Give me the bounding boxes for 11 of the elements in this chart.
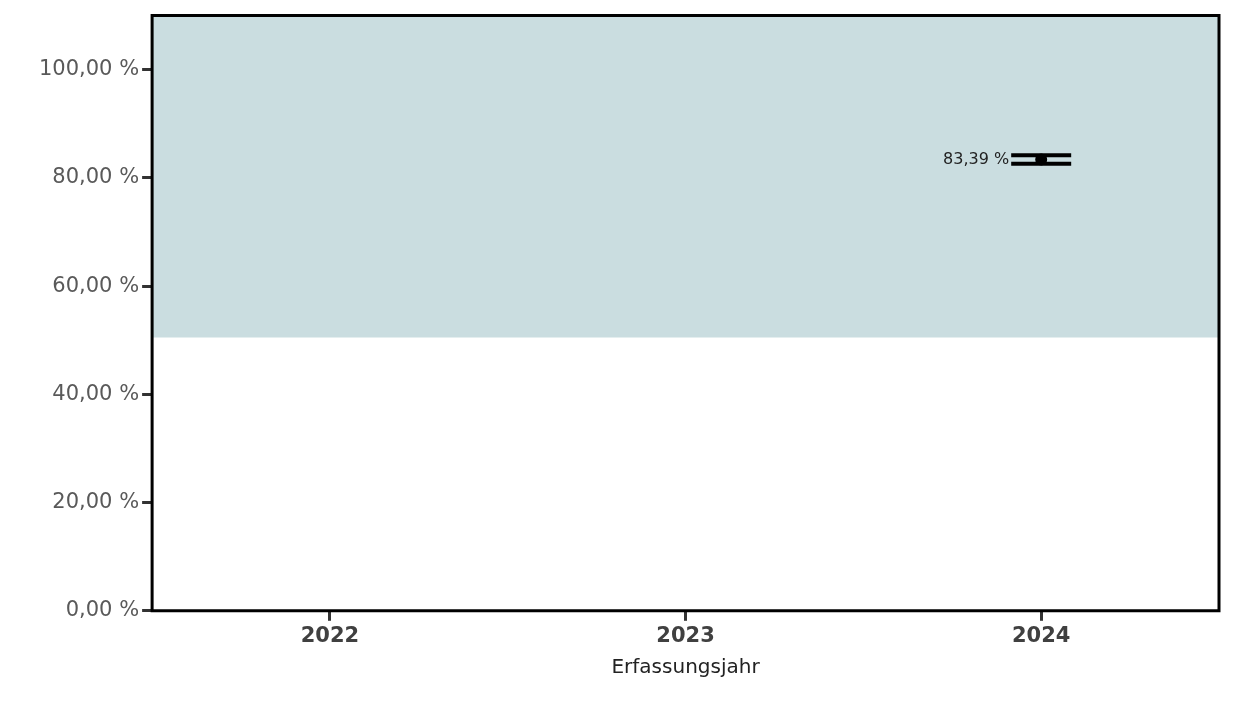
y-tick-label: 0,00 % bbox=[65, 597, 140, 622]
x-tick-label: 2024 bbox=[1011, 622, 1071, 647]
y-tick-label: 40,00 % bbox=[52, 380, 140, 405]
data-label: 83,39 % bbox=[943, 148, 1010, 168]
y-tick-label: 100,00 % bbox=[39, 56, 140, 81]
x-tick-label: 2022 bbox=[300, 622, 360, 647]
y-tick-label: 60,00 % bbox=[52, 272, 140, 297]
y-tick-label: 80,00 % bbox=[52, 164, 140, 189]
y-tick-label: 20,00 % bbox=[52, 489, 140, 514]
x-tick-label: 2023 bbox=[656, 622, 715, 647]
x-axis-title: Erfassungsjahr bbox=[611, 654, 761, 679]
